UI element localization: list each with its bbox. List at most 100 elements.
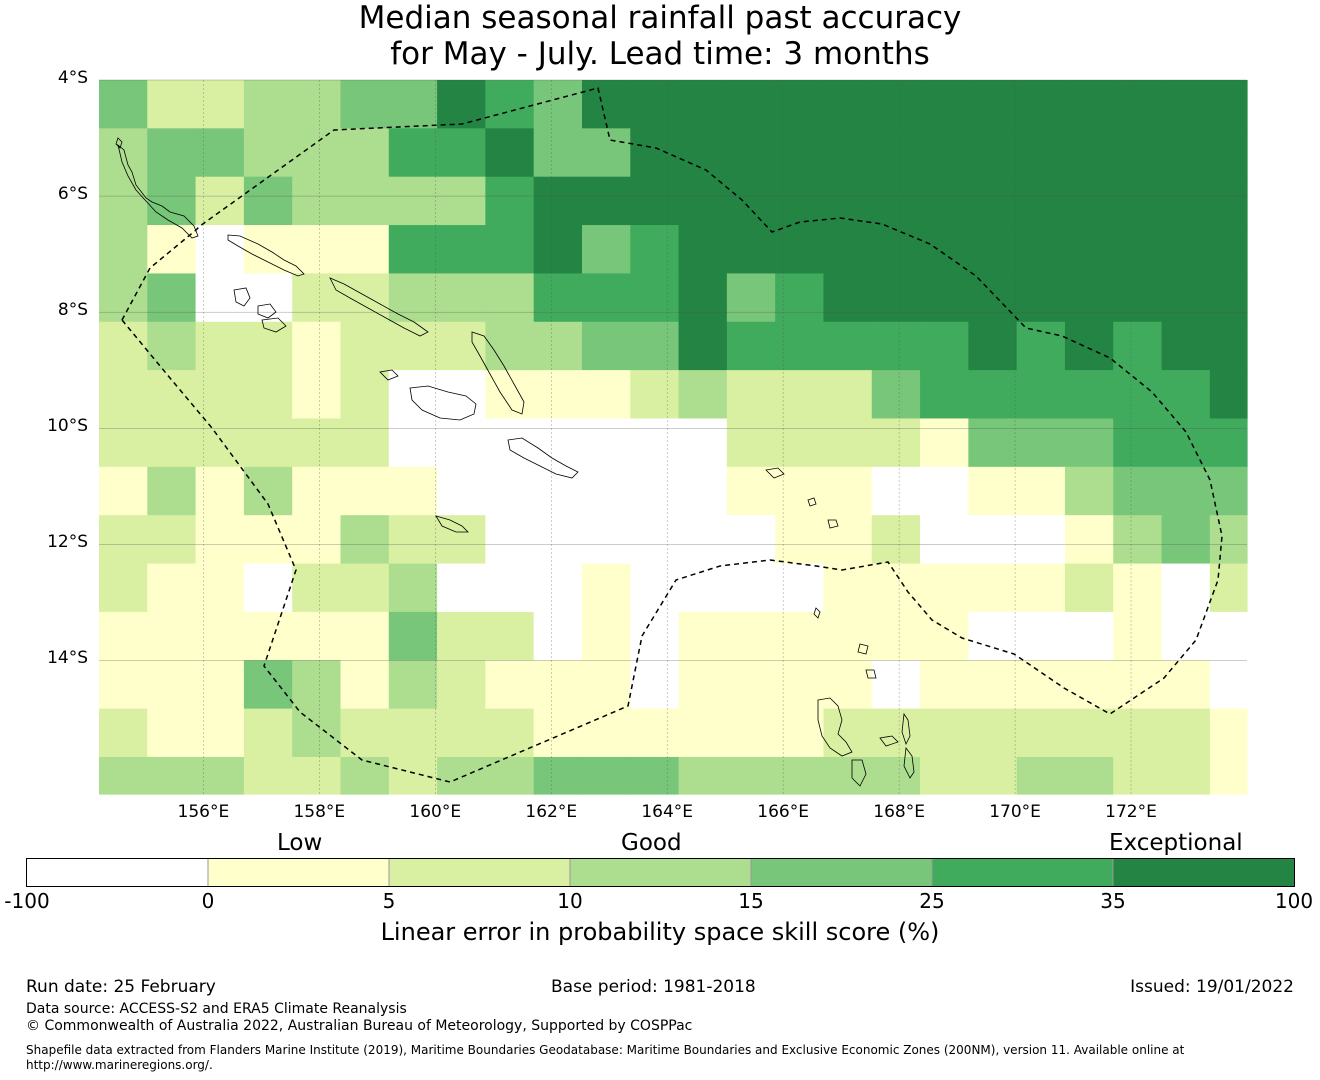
grid-cell (388, 176, 438, 226)
coastline-santa-isabel (329, 277, 429, 337)
grid-cell (1016, 418, 1066, 468)
grid-cell (99, 225, 148, 275)
coastline-florida-islands (379, 369, 399, 381)
colorbar-tick-label: -100 (4, 889, 50, 913)
grid-cell (243, 515, 293, 565)
grid-cell (388, 370, 438, 420)
grid-cell (292, 273, 342, 323)
grid-cell (147, 563, 197, 613)
grid-cell (1113, 273, 1163, 323)
grid-cell (292, 563, 342, 613)
grid-cell (1064, 708, 1114, 758)
grid-cell (437, 176, 486, 226)
grid-cell (147, 370, 197, 420)
coastline-new-georgia-3 (261, 317, 287, 333)
grid-cell (437, 466, 486, 516)
grid-cell (678, 515, 728, 565)
grid-cell (1161, 80, 1211, 129)
grid-cell (292, 176, 342, 226)
grid-cell (630, 225, 680, 275)
grid-cell (1064, 515, 1114, 565)
grid-cell (581, 515, 631, 565)
grid-cell (920, 660, 969, 710)
grid-cell (581, 611, 631, 661)
lat-lon-gridlines (99, 79, 1247, 794)
coastline-utupua (807, 497, 817, 507)
grid-cell (726, 756, 776, 795)
shapefile-credit-line-1: Shapefile data extracted from Flanders M… (26, 1043, 1185, 1057)
grid-cell (292, 418, 342, 468)
grid-cell (823, 370, 873, 420)
title-line-1: Median seasonal rainfall past accuracy (358, 0, 962, 36)
grid-cell (968, 128, 1018, 178)
grid-cell (340, 176, 390, 226)
grid-cell (726, 611, 776, 661)
grid-cell (388, 273, 438, 323)
grid-cell (99, 611, 148, 661)
grid-cell (195, 708, 245, 758)
grid-cell (243, 660, 293, 710)
grid-cell (533, 80, 583, 129)
grid-cell (775, 370, 825, 420)
colorbar (26, 858, 1295, 887)
grid-cell (823, 563, 873, 613)
grid-cell (1113, 708, 1163, 758)
grid-cell (485, 418, 535, 468)
grid-cell (147, 225, 197, 275)
grid-cell (1161, 418, 1211, 468)
grid-cell (147, 273, 197, 323)
grid-cell (485, 321, 535, 371)
coastline-maewo (901, 712, 911, 746)
grid-cell (1016, 756, 1066, 795)
skill-map[interactable] (0, 0, 1320, 820)
grid-cell (388, 80, 438, 129)
grid-cell (1113, 756, 1163, 795)
grid-cell (775, 708, 825, 758)
lon-label: 164°E (641, 802, 694, 822)
grid-cell (99, 370, 148, 420)
grid-cell (485, 80, 535, 129)
grid-cell (292, 225, 342, 275)
grid-cell (485, 563, 535, 613)
coastlines (115, 137, 915, 787)
grid-cell (920, 176, 969, 226)
grid-cell (147, 321, 197, 371)
grid-cell (388, 225, 438, 275)
grid-cell (485, 708, 535, 758)
grid-cell (871, 321, 921, 371)
grid-cell (726, 176, 776, 226)
grid-cell (1161, 466, 1211, 516)
grid-cell (1209, 418, 1248, 468)
grid-cell (437, 225, 486, 275)
grid-cell (533, 225, 583, 275)
base-period: Base period: 1981-2018 (551, 977, 756, 997)
lat-label: 14°S (47, 648, 88, 669)
grid-cell (99, 128, 148, 178)
grid-cell (437, 611, 486, 661)
grid-cell (678, 708, 728, 758)
grid-cell (920, 466, 969, 516)
grid-cell (968, 708, 1018, 758)
grid-cell (485, 225, 535, 275)
grid-cell (1209, 515, 1248, 565)
coastline-makira (507, 437, 579, 479)
grid-cell (99, 515, 148, 565)
coastline-pentecost (903, 746, 915, 779)
lon-label: 172°E (1105, 802, 1157, 822)
grid-cell (1016, 515, 1066, 565)
grid-cell (243, 176, 293, 226)
grid-cell (292, 515, 342, 565)
grid-cell (1016, 370, 1066, 420)
coastline-guadalcanal (409, 385, 477, 421)
grid-cell (581, 563, 631, 613)
grid-cell (437, 80, 486, 129)
grid-cell (920, 225, 969, 275)
grid-cell (340, 418, 390, 468)
grid-cell (1161, 660, 1211, 710)
grid-cell (1113, 321, 1163, 371)
grid-cell (340, 515, 390, 565)
grid-cell (340, 660, 390, 710)
grid-cell (1113, 515, 1163, 565)
grid-cell (243, 708, 293, 758)
grid-cell (485, 128, 535, 178)
